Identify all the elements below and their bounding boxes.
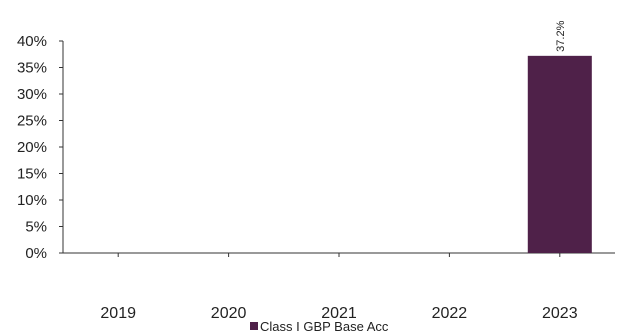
x-tick-label: 2022	[432, 305, 468, 322]
x-tick-label: 2023	[542, 305, 578, 322]
legend-swatch	[250, 322, 258, 330]
legend: Class I GBP Base Acc	[250, 319, 389, 334]
data-labels: 37.2%	[555, 20, 567, 51]
y-tick-label: 25%	[17, 113, 47, 130]
y-tick-label: 20%	[17, 139, 47, 156]
bars	[527, 55, 592, 254]
bar	[527, 55, 592, 254]
y-tick-label: 5%	[25, 219, 47, 236]
y-tick-label: 30%	[17, 86, 47, 103]
y-tick-label: 0%	[25, 245, 47, 262]
y-tick-label: 35%	[17, 60, 47, 77]
data-label: 37.2%	[555, 20, 567, 51]
y-tick-label: 40%	[17, 33, 47, 50]
x-axis: 2019 2020 2021 2022 2023	[63, 252, 615, 322]
y-tick-label: 15%	[17, 166, 47, 183]
legend-label: Class I GBP Base Acc	[260, 319, 389, 334]
x-tick-label: 2020	[211, 305, 247, 322]
x-tick-label: 2021	[321, 305, 357, 322]
y-axis: 0% 5% 10% 15% 20% 25% 30% 35% 40%	[17, 33, 64, 262]
x-tick-label: 2019	[100, 305, 136, 322]
y-tick-label: 10%	[17, 192, 47, 209]
